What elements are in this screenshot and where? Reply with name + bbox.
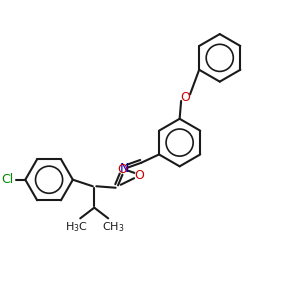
Text: O: O	[118, 164, 128, 176]
Text: Cl: Cl	[2, 173, 14, 186]
Text: O: O	[134, 169, 144, 182]
Text: O: O	[181, 92, 190, 104]
Text: N: N	[119, 162, 129, 175]
Text: H$_3$C: H$_3$C	[65, 221, 88, 235]
Text: CH$_3$: CH$_3$	[102, 221, 125, 235]
